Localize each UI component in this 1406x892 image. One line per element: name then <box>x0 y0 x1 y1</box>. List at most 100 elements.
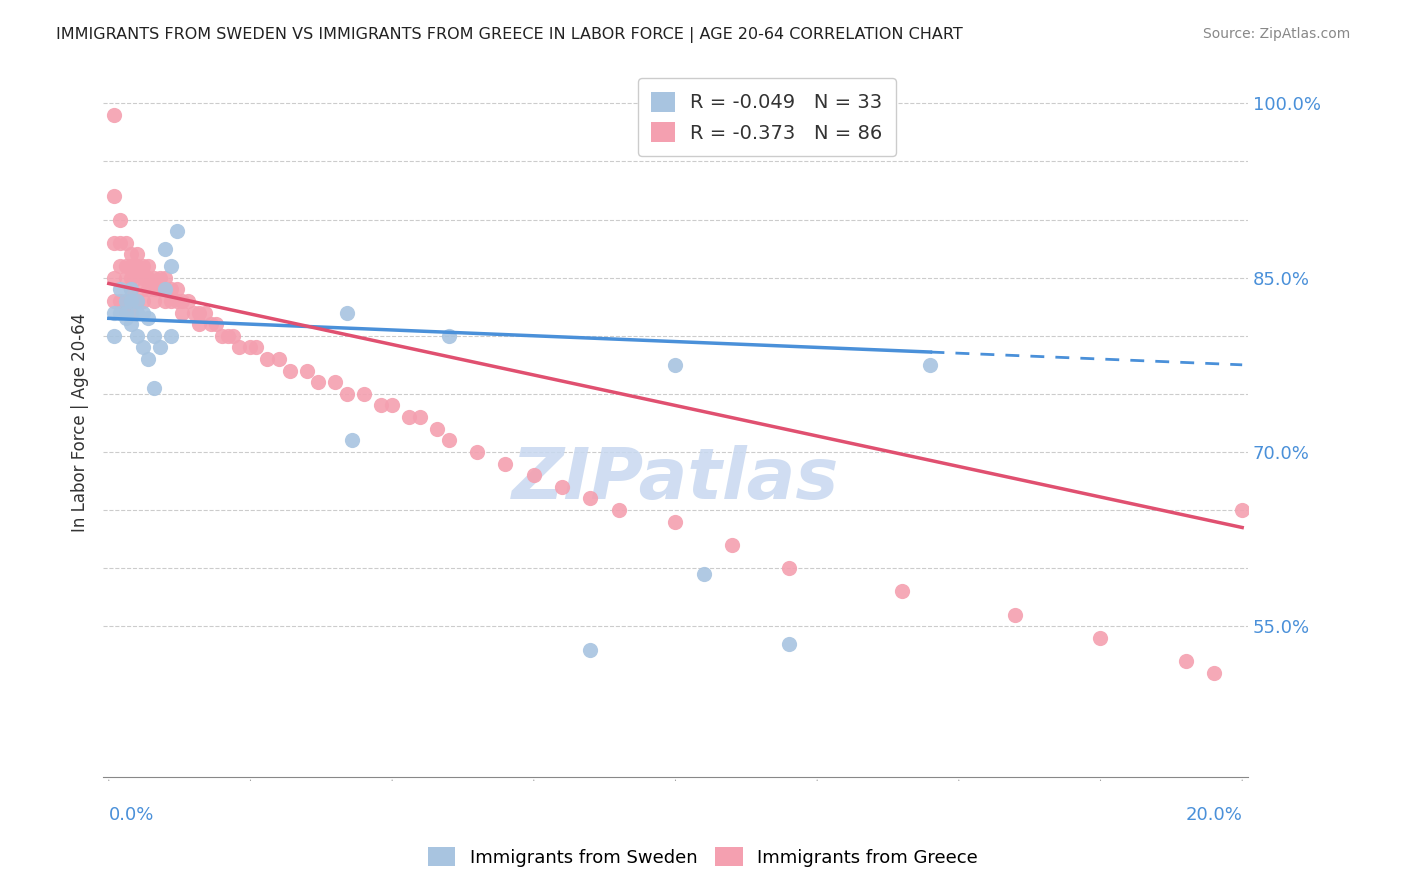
Point <box>1090 631 1112 645</box>
Point <box>426 422 449 436</box>
Point <box>1004 607 1026 622</box>
Point <box>336 387 359 401</box>
Point <box>325 376 347 390</box>
Point <box>172 305 194 319</box>
Point <box>143 270 166 285</box>
Y-axis label: In Labor Force | Age 20-64: In Labor Force | Age 20-64 <box>72 313 89 533</box>
Point <box>143 293 166 308</box>
Point <box>114 305 136 319</box>
Point <box>228 340 250 354</box>
Point <box>138 351 160 366</box>
Point <box>149 282 172 296</box>
Point <box>132 259 155 273</box>
Point <box>114 270 136 285</box>
Point <box>127 305 149 319</box>
Point <box>222 328 245 343</box>
Point <box>183 305 205 319</box>
Point <box>121 259 143 273</box>
Point <box>239 340 262 354</box>
Point <box>920 358 942 372</box>
Point <box>132 305 155 319</box>
Point <box>143 381 166 395</box>
Point <box>114 293 136 308</box>
Point <box>437 328 460 343</box>
Point <box>188 305 211 319</box>
Point <box>353 387 375 401</box>
Point <box>342 434 364 448</box>
Point <box>336 305 359 319</box>
Point <box>108 282 131 296</box>
Point <box>166 293 188 308</box>
Point <box>143 282 166 296</box>
Point <box>778 637 800 651</box>
Point <box>437 434 460 448</box>
Point <box>121 247 143 261</box>
Point <box>166 224 188 238</box>
Point <box>295 364 318 378</box>
Point <box>108 259 131 273</box>
Point <box>114 305 136 319</box>
Text: ZIPatlas: ZIPatlas <box>512 445 839 514</box>
Point <box>381 399 404 413</box>
Point <box>155 282 177 296</box>
Point <box>177 293 200 308</box>
Point <box>127 328 149 343</box>
Point <box>1202 665 1225 680</box>
Point <box>143 328 166 343</box>
Point <box>103 293 125 308</box>
Point <box>495 457 517 471</box>
Legend: Immigrants from Sweden, Immigrants from Greece: Immigrants from Sweden, Immigrants from … <box>420 840 986 874</box>
Point <box>188 317 211 331</box>
Point <box>108 305 131 319</box>
Point <box>138 311 160 326</box>
Point <box>551 480 574 494</box>
Point <box>132 340 155 354</box>
Point <box>132 293 155 308</box>
Point <box>149 270 172 285</box>
Point <box>160 282 183 296</box>
Point <box>465 445 488 459</box>
Point <box>155 282 177 296</box>
Point <box>114 311 136 326</box>
Point <box>778 561 800 575</box>
Point <box>114 259 136 273</box>
Point <box>308 376 330 390</box>
Point <box>664 515 686 529</box>
Legend: R = -0.049   N = 33, R = -0.373   N = 86: R = -0.049 N = 33, R = -0.373 N = 86 <box>638 78 896 156</box>
Point <box>205 317 228 331</box>
Point <box>166 282 188 296</box>
Point <box>891 584 914 599</box>
Point <box>121 282 143 296</box>
Point <box>1230 503 1253 517</box>
Point <box>127 293 149 308</box>
Point <box>103 108 125 122</box>
Point <box>211 328 233 343</box>
Point <box>138 259 160 273</box>
Text: 0.0%: 0.0% <box>108 806 155 824</box>
Point <box>103 305 125 319</box>
Point <box>155 242 177 256</box>
Point <box>721 538 744 552</box>
Point <box>278 364 301 378</box>
Point <box>409 410 432 425</box>
Point <box>127 247 149 261</box>
Point <box>160 293 183 308</box>
Point <box>138 270 160 285</box>
Point <box>114 293 136 308</box>
Point <box>245 340 267 354</box>
Point <box>103 328 125 343</box>
Point <box>108 212 131 227</box>
Point <box>607 503 630 517</box>
Point <box>160 259 183 273</box>
Point <box>149 340 172 354</box>
Text: 20.0%: 20.0% <box>1185 806 1241 824</box>
Point <box>160 328 183 343</box>
Point <box>664 358 686 372</box>
Point <box>121 282 143 296</box>
Point <box>693 566 716 581</box>
Point <box>132 270 155 285</box>
Point <box>172 293 194 308</box>
Point <box>103 235 125 250</box>
Point <box>127 293 149 308</box>
Point <box>200 317 222 331</box>
